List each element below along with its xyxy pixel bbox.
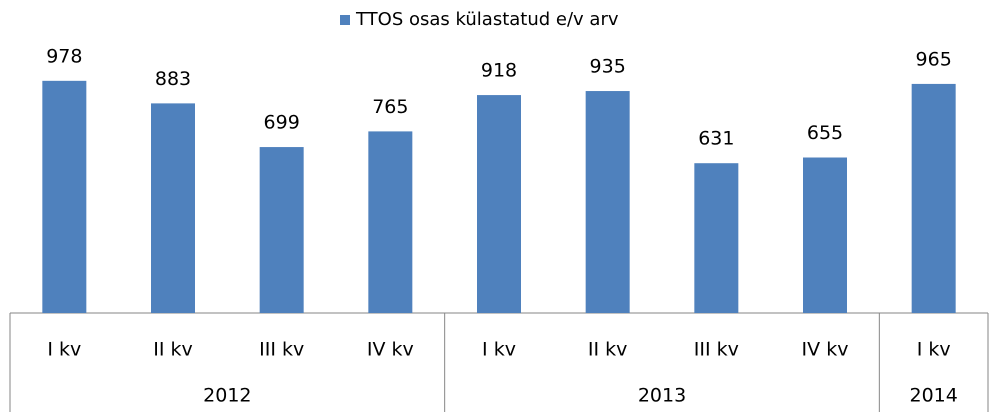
bar xyxy=(694,163,739,313)
x-tick-label: II kv xyxy=(153,339,193,361)
data-label: 935 xyxy=(590,56,626,78)
x-tick-label: I kv xyxy=(917,339,951,361)
data-label: 765 xyxy=(372,96,408,118)
bar xyxy=(42,80,87,314)
data-label: 978 xyxy=(46,45,82,67)
x-tick-label: IV kv xyxy=(802,339,849,361)
x-tick-label: IV kv xyxy=(367,339,414,361)
group-label: 2012 xyxy=(203,385,251,407)
x-tick-label: II kv xyxy=(588,339,628,361)
data-label: 918 xyxy=(481,60,517,82)
x-tick-label: I kv xyxy=(482,339,516,361)
x-tick-label: III kv xyxy=(259,339,304,361)
bar xyxy=(803,157,847,313)
data-label: 655 xyxy=(807,122,843,144)
data-label: 631 xyxy=(698,128,734,150)
data-label: 965 xyxy=(916,48,952,70)
x-tick-label: I kv xyxy=(47,339,81,361)
bar xyxy=(911,83,956,313)
bar xyxy=(368,131,413,313)
legend-label: TTOS osas külastatud e/v arv xyxy=(355,9,619,30)
bar xyxy=(477,95,521,313)
bar xyxy=(259,147,304,313)
data-label: 883 xyxy=(155,68,191,90)
legend-swatch xyxy=(340,15,350,25)
bar xyxy=(151,103,195,313)
group-label: 2013 xyxy=(638,385,686,407)
group-label: 2014 xyxy=(909,385,957,407)
x-tick-label: III kv xyxy=(694,339,739,361)
data-label: 699 xyxy=(264,112,300,134)
bar xyxy=(585,91,630,314)
